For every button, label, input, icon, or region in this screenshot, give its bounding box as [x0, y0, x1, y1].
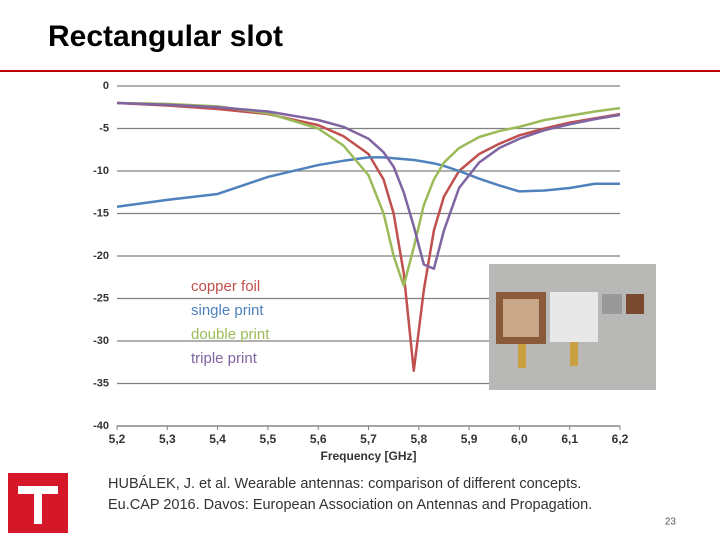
y-tick-label: -15 [93, 207, 109, 219]
x-tick-label: 5,5 [260, 432, 277, 446]
x-axis-label: Frequency [GHz] [320, 449, 416, 463]
x-tick-label: 6,2 [612, 432, 629, 446]
series-line [116, 101, 621, 287]
page-number: 23 [665, 517, 677, 528]
legend-entry: single print [191, 302, 264, 319]
photo [489, 264, 656, 390]
x-tick-label: 5,9 [461, 432, 478, 446]
y-tick-label: -40 [93, 420, 109, 432]
slide-title: Rectangular slot [48, 20, 283, 53]
y-tick-label: 0 [103, 80, 109, 92]
photo-sample [602, 294, 622, 314]
y-tick-label: -30 [93, 335, 109, 347]
photo-sample [550, 292, 598, 342]
logo [8, 473, 68, 533]
photo-sample [626, 294, 644, 314]
x-tick-label: 5,6 [310, 432, 327, 446]
legend-entry: copper foil [191, 278, 260, 295]
x-tick-label: 6,1 [561, 432, 578, 446]
citation: HUBÁLEK, J. et al. Wearable antennas: co… [108, 475, 581, 492]
photo-connector [570, 342, 578, 366]
x-tick-label: 5,8 [410, 432, 427, 446]
photo-connector [518, 344, 526, 368]
series-line [116, 101, 621, 270]
logo-mark [18, 486, 58, 524]
photo-sample [503, 299, 539, 337]
legend-entry: triple print [191, 350, 258, 367]
x-tick-label: 5,7 [360, 432, 377, 446]
y-tick-label: -25 [93, 292, 109, 304]
legend-entry: double print [191, 326, 270, 343]
y-tick-label: -35 [93, 377, 109, 389]
citation: Eu.CAP 2016. Davos: European Association… [108, 497, 592, 513]
y-tick-label: -20 [93, 250, 109, 262]
y-tick-label: -10 [93, 165, 109, 177]
series-line [116, 156, 620, 208]
x-tick-label: 5,3 [159, 432, 176, 446]
x-tick-label: 6,0 [511, 432, 528, 446]
y-tick-label: -5 [99, 122, 109, 134]
x-tick-label: 5,4 [209, 432, 226, 446]
x-tick-label: 5,2 [109, 432, 126, 446]
